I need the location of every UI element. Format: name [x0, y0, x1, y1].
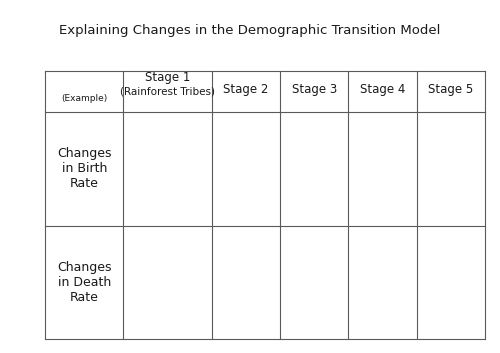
Text: Stage 1: Stage 1: [145, 71, 190, 84]
Text: (Example): (Example): [61, 94, 108, 103]
Text: (Rainforest Tribes): (Rainforest Tribes): [120, 86, 215, 96]
Text: Stage 2: Stage 2: [224, 83, 268, 96]
Text: Explaining Changes in the Demographic Transition Model: Explaining Changes in the Demographic Tr…: [60, 24, 440, 36]
Text: Stage 5: Stage 5: [428, 83, 474, 96]
Text: Stage 3: Stage 3: [292, 83, 337, 96]
Text: Changes
in Death
Rate: Changes in Death Rate: [57, 261, 112, 304]
Text: Stage 4: Stage 4: [360, 83, 406, 96]
Text: Changes
in Birth
Rate: Changes in Birth Rate: [57, 147, 112, 190]
